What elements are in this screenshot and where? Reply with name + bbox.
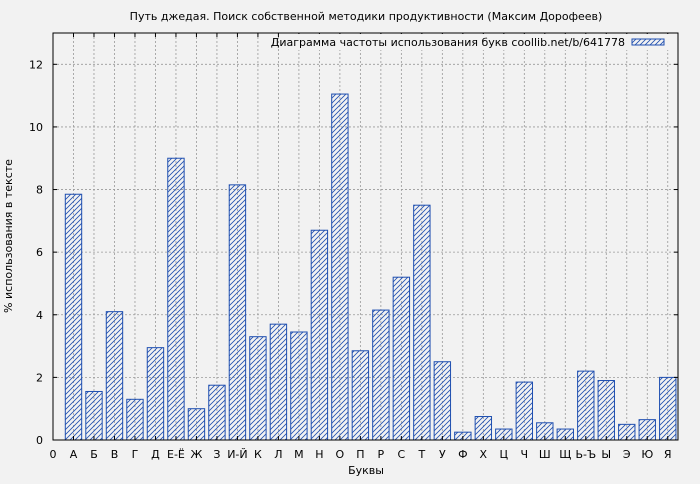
x-tick-label: Я — [664, 448, 672, 461]
plot-frame — [52, 32, 679, 441]
x-tick-label: В — [111, 448, 119, 461]
legend — [286, 34, 676, 50]
x-tick-label: П — [356, 448, 364, 461]
bar — [290, 331, 308, 441]
bar — [433, 361, 452, 441]
x-tick-label: Н — [315, 448, 323, 461]
bar — [659, 376, 677, 441]
bar — [105, 311, 124, 441]
x-tick-label: Г — [132, 448, 139, 461]
bar — [85, 390, 103, 441]
x-tick-label: Э — [623, 448, 631, 461]
x-origin-label: 0 — [50, 448, 57, 461]
x-tick-label: М — [294, 448, 304, 461]
y-tick-label: 0 — [36, 434, 43, 447]
bar — [372, 309, 390, 441]
bar — [228, 184, 247, 441]
bar — [310, 229, 329, 441]
x-tick-label: Ж — [191, 448, 203, 461]
y-tick-label: 10 — [29, 121, 43, 134]
x-tick-label: А — [70, 448, 78, 461]
bar — [597, 380, 615, 441]
legend-swatch — [631, 38, 665, 46]
x-tick-label: Б — [90, 448, 98, 461]
x-tick-label: Щ — [559, 448, 571, 461]
y-axis-label: % использования в тексте — [2, 159, 15, 313]
y-tick-label: 4 — [36, 309, 43, 322]
bar — [413, 204, 431, 441]
y-tick-label: 6 — [36, 246, 43, 259]
x-tick-label: Д — [151, 448, 160, 461]
x-tick-label: У — [439, 448, 446, 461]
x-tick-label: Ю — [641, 448, 653, 461]
x-tick-label: О — [336, 448, 345, 461]
bar — [392, 276, 411, 441]
bar — [64, 193, 83, 441]
x-tick-label: Ч — [521, 448, 529, 461]
x-tick-label: Е-Ё — [167, 448, 185, 461]
x-tick-label: Ь-Ъ — [575, 448, 596, 461]
x-tick-label: Х — [480, 448, 488, 461]
bar — [269, 323, 288, 441]
bar — [187, 408, 206, 441]
x-tick-label: Ф — [458, 448, 467, 461]
legend-label: Диаграмма частоты использования букв coo… — [271, 36, 625, 49]
bar — [351, 350, 370, 441]
x-tick-label: Ц — [500, 448, 509, 461]
x-tick-label: С — [398, 448, 406, 461]
bar — [249, 336, 267, 441]
bar — [515, 381, 534, 441]
y-tick-label: 8 — [36, 184, 43, 197]
x-tick-label: Ш — [539, 448, 551, 461]
x-tick-label: З — [213, 448, 220, 461]
x-tick-label: Т — [417, 448, 425, 461]
x-axis-label: Буквы — [348, 464, 384, 477]
x-tick-label: Л — [274, 448, 282, 461]
bar — [167, 157, 185, 441]
x-tick-label: Р — [378, 448, 385, 461]
x-tick-label: К — [254, 448, 262, 461]
chart-title: Путь джедая. Поиск собственной методики … — [130, 10, 603, 23]
bar — [331, 93, 349, 441]
bar — [208, 384, 226, 441]
bar — [577, 370, 595, 441]
x-tick-label: Ы — [601, 448, 611, 461]
x-tick-label: И-Й — [227, 448, 247, 461]
bar — [146, 347, 165, 441]
bar — [126, 398, 144, 441]
y-tick-label: 12 — [29, 58, 43, 71]
y-tick-label: 2 — [36, 371, 43, 384]
